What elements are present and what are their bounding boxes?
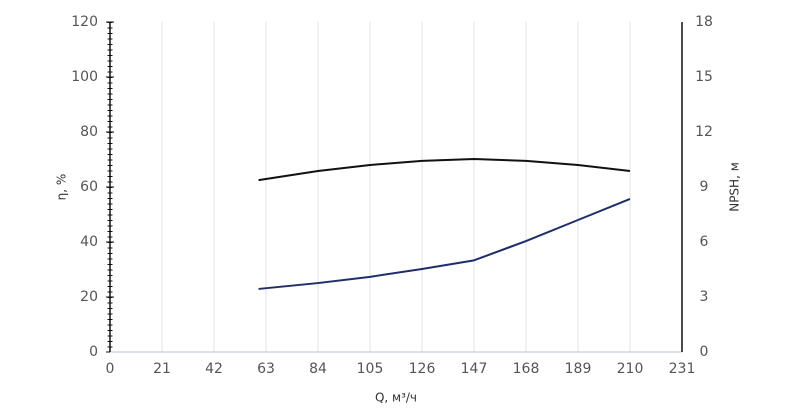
x-axis-label: Q, м³/ч <box>375 391 417 405</box>
x-tick-label: 84 <box>309 361 327 377</box>
y-tick-label: 20 <box>80 289 98 305</box>
y2-tick-label: 9 <box>700 179 709 195</box>
y2-tick-label: 15 <box>695 69 713 85</box>
x-tick-label: 63 <box>257 361 275 377</box>
x-tick-label: 231 <box>669 361 696 377</box>
x-tick-label: 189 <box>565 361 592 377</box>
y-axis-label: η, % <box>55 174 69 201</box>
x-tick-label: 126 <box>409 361 436 377</box>
x-tick-label: 42 <box>205 361 223 377</box>
y-tick-label: 80 <box>80 124 98 140</box>
y-tick-label: 100 <box>71 69 98 85</box>
data-line <box>258 157 631 182</box>
y-tick-label: 60 <box>80 179 98 195</box>
y2-tick-label: 0 <box>700 344 709 360</box>
y2-tick-label: 12 <box>695 124 713 140</box>
y-tick-label: 0 <box>89 344 98 360</box>
x-tick-label: 168 <box>513 361 540 377</box>
y-tick-label: 40 <box>80 234 98 250</box>
y2-axis-label: NPSH, м <box>728 162 742 212</box>
y2-tick-label: 6 <box>700 234 709 250</box>
x-tick-label: 105 <box>357 361 384 377</box>
x-tick-label: 210 <box>617 361 644 377</box>
x-tick-label: 147 <box>461 361 488 377</box>
y-tick-label: 120 <box>71 14 98 30</box>
x-tick-label: 0 <box>106 361 115 377</box>
data-line <box>258 197 631 290</box>
x-tick-label: 21 <box>153 361 171 377</box>
y2-tick-label: 18 <box>695 14 713 30</box>
y2-tick-label: 3 <box>700 289 709 305</box>
